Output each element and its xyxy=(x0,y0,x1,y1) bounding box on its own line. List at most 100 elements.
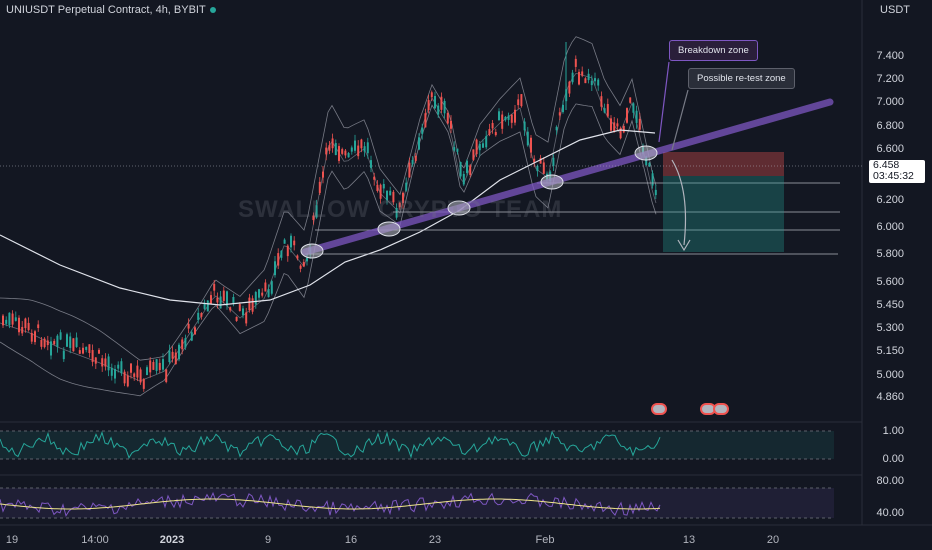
symbol-title-text: UNIUSDT Perpetual Contract, 4h, BYBIT xyxy=(6,4,206,16)
candle-body xyxy=(584,78,587,84)
candle-body xyxy=(645,156,648,166)
symbol-title[interactable]: UNIUSDT Perpetual Contract, 4h, BYBIT xyxy=(6,4,216,16)
price-tick: 7.000 xyxy=(876,96,904,108)
retest-pointer xyxy=(671,89,689,151)
candle-body xyxy=(562,104,564,113)
candle-body xyxy=(594,78,596,82)
candle-body xyxy=(267,288,270,298)
breakdown-zone-label[interactable]: Breakdown zone xyxy=(669,40,758,61)
indicator2-tick: 80.00 xyxy=(876,475,904,487)
candle-body xyxy=(552,157,555,166)
candle-body xyxy=(126,375,129,387)
time-tick: 9 xyxy=(264,534,272,546)
candle-body xyxy=(350,147,353,152)
candle-body xyxy=(581,71,584,76)
candle-body xyxy=(181,339,184,350)
candle-body xyxy=(280,250,283,258)
upper-band-line xyxy=(0,36,657,361)
candle-body xyxy=(184,338,187,348)
candle-body xyxy=(222,290,225,301)
candle-body xyxy=(261,292,264,296)
time-tick: 19 xyxy=(5,534,19,546)
candle-body xyxy=(219,296,222,309)
trendline-touch-marker xyxy=(634,145,658,161)
us-event-flag-icon[interactable] xyxy=(651,403,667,415)
candle-body xyxy=(30,332,33,342)
trendline-touch-marker xyxy=(377,221,401,237)
candle-body xyxy=(485,136,488,148)
candle-body xyxy=(69,336,72,348)
candle-body xyxy=(251,298,254,312)
watermark: SWALLOW CRYPTO TEAM xyxy=(238,196,563,223)
candle-body xyxy=(43,338,46,348)
candle-body xyxy=(123,371,126,384)
price-tick: 6.200 xyxy=(876,194,904,206)
price-tick: 5.300 xyxy=(876,322,904,334)
time-tick: 16 xyxy=(344,534,358,546)
candle-body xyxy=(392,191,395,203)
candle-body xyxy=(635,110,638,123)
candle-body xyxy=(363,146,366,152)
trendline-touch-marker xyxy=(540,174,564,190)
candle-body xyxy=(459,162,462,177)
candle-body xyxy=(296,255,299,259)
candle-body xyxy=(514,109,516,123)
market-status-dot xyxy=(209,7,216,14)
currency-label: USDT xyxy=(880,4,910,16)
candle-body xyxy=(293,240,296,246)
candle-body xyxy=(88,344,91,353)
middle-band-line xyxy=(0,72,657,382)
candle-body xyxy=(194,327,196,335)
candle-body xyxy=(469,165,472,175)
price-tick: 5.600 xyxy=(876,276,904,288)
candle-body xyxy=(603,108,606,113)
candle-body xyxy=(526,131,529,146)
candle-body xyxy=(523,121,526,131)
candle-body xyxy=(446,113,449,124)
price-tick: 7.200 xyxy=(876,73,904,85)
candle-body xyxy=(597,79,600,86)
candle-body xyxy=(325,147,328,155)
indicator1-tick: 1.00 xyxy=(882,425,904,437)
candle-body xyxy=(168,350,171,363)
arrowhead-icon xyxy=(677,239,691,252)
candle-body xyxy=(411,159,414,165)
candle-body xyxy=(430,92,433,98)
candle-body xyxy=(568,81,571,94)
candle-body xyxy=(242,308,244,316)
candle-body xyxy=(85,346,88,350)
candle-body xyxy=(142,379,145,389)
candle-body xyxy=(408,162,411,178)
price-tick: 5.450 xyxy=(876,299,904,311)
candle-body xyxy=(62,350,65,360)
trendline-touch-marker xyxy=(300,243,324,259)
candle-body xyxy=(203,302,206,309)
candle-body xyxy=(354,140,356,151)
candle-body xyxy=(482,143,484,148)
candle-body xyxy=(600,96,603,107)
candle-body xyxy=(130,363,132,373)
candle-body xyxy=(331,138,334,149)
indicator1-band xyxy=(0,431,834,459)
retest-zone-label[interactable]: Possible re-test zone xyxy=(688,68,795,89)
candle-body xyxy=(107,356,110,371)
price-tick: 4.860 xyxy=(876,391,904,403)
candle-body xyxy=(117,364,120,369)
us-event-flag-icon[interactable] xyxy=(713,403,729,415)
candle-body xyxy=(114,368,116,379)
candle-body xyxy=(46,340,49,346)
candle-body xyxy=(229,307,232,311)
candle-body xyxy=(536,165,539,172)
bar-countdown: 03:45:32 xyxy=(873,170,914,182)
candle-body xyxy=(590,80,593,86)
candle-body xyxy=(379,184,382,199)
candle-body xyxy=(98,349,100,354)
candle-body xyxy=(494,132,497,136)
candle-body xyxy=(558,112,561,116)
candle-body xyxy=(200,313,203,317)
time-tick: 23 xyxy=(428,534,442,546)
candle-body xyxy=(34,331,36,343)
candle-body xyxy=(453,147,456,151)
last-price-value: 6.458 xyxy=(873,159,900,171)
